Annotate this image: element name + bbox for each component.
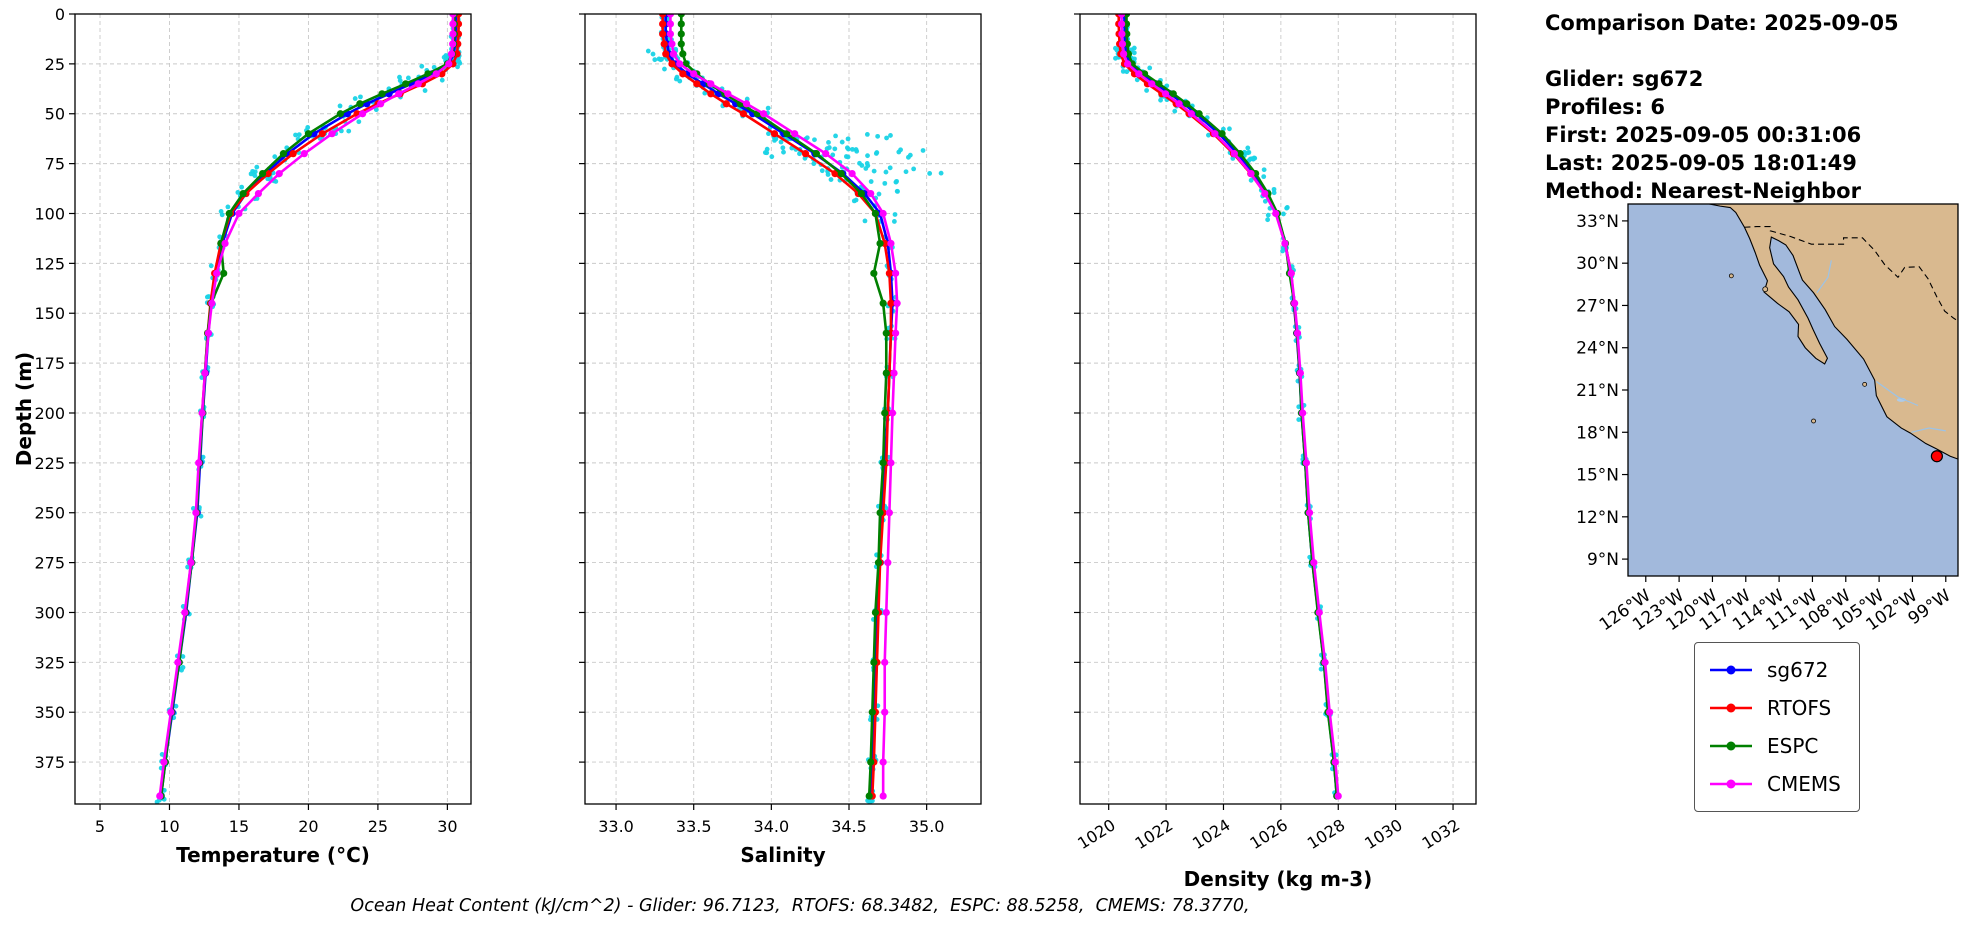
legend-item-espc: ESPC: [1707, 727, 1841, 765]
svg-text:5: 5: [95, 817, 105, 836]
svg-text:275: 275: [34, 554, 65, 573]
first-profile-time-text: First: 2025-09-05 00:31:06: [1545, 122, 1862, 147]
legend-label: ESPC: [1767, 734, 1819, 758]
comparison-info: Comparison Date: 2025-09-05 Glider: sg67…: [1545, 10, 1899, 206]
svg-text:15: 15: [229, 817, 249, 836]
method-text: Method: Nearest-Neighbor: [1545, 178, 1861, 203]
svg-text:21°N: 21°N: [1576, 381, 1619, 401]
last-profile-time-text: Last: 2025-09-05 18:01:49: [1545, 150, 1857, 175]
svg-text:27°N: 27°N: [1576, 296, 1619, 316]
svg-text:1032: 1032: [1419, 815, 1464, 853]
profiles-count-text: Profiles: 6: [1545, 94, 1666, 119]
svg-text:350: 350: [34, 703, 65, 722]
legend-item-rtofs: RTOFS: [1707, 689, 1841, 727]
legend-label: RTOFS: [1767, 696, 1832, 720]
svg-text:300: 300: [34, 603, 65, 622]
location-map: 33°N30°N27°N24°N21°N18°N15°N12°N9°N126°W…: [1576, 203, 1959, 635]
svg-text:250: 250: [34, 504, 65, 523]
legend-sample-line: [1710, 741, 1752, 751]
svg-text:Temperature (°C): Temperature (°C): [176, 843, 370, 867]
svg-text:50: 50: [45, 105, 65, 124]
svg-text:20: 20: [298, 817, 318, 836]
salinity-profile-chart: 33.0 33.5 34.0 34.5 35.0 Salinity: [579, 13, 982, 867]
svg-text:75: 75: [45, 155, 65, 174]
svg-text:1026: 1026: [1246, 815, 1291, 853]
svg-text:225: 225: [34, 454, 65, 473]
legend: sg672 RTOFS ESPC CMEMS: [1694, 642, 1860, 812]
svg-text:150: 150: [34, 304, 65, 323]
glider-name-text: Glider: sg672: [1545, 66, 1704, 91]
legend-item-sg672: sg672: [1707, 651, 1841, 689]
legend-sample-line: [1710, 703, 1752, 713]
legend-items: sg672 RTOFS ESPC CMEMS: [1707, 651, 1841, 803]
svg-text:30: 30: [437, 817, 457, 836]
svg-text:1030: 1030: [1361, 815, 1406, 853]
svg-text:1020: 1020: [1074, 815, 1119, 853]
legend-sample-line: [1710, 779, 1752, 789]
svg-text:325: 325: [34, 653, 65, 672]
temperature-profile-chart: 5 10 15 20 25 3002550751001251501752002252502…: [15, 5, 472, 867]
svg-text:1028: 1028: [1304, 815, 1349, 853]
svg-text:10: 10: [159, 817, 179, 836]
svg-text:24°N: 24°N: [1576, 339, 1619, 359]
svg-text:Salinity: Salinity: [740, 843, 825, 867]
svg-text:1022: 1022: [1132, 815, 1177, 853]
ohc-caption: Ocean Heat Content (kJ/cm^2) - Glider: 9…: [350, 896, 1250, 916]
svg-text:Depth (m): Depth (m): [15, 352, 36, 466]
svg-text:33.5: 33.5: [676, 817, 712, 836]
svg-text:125: 125: [34, 254, 65, 273]
svg-text:35.0: 35.0: [909, 817, 945, 836]
legend-item-cmems: CMEMS: [1707, 765, 1841, 803]
svg-text:25: 25: [45, 55, 65, 74]
legend-sample-line: [1710, 665, 1752, 675]
svg-text:175: 175: [34, 354, 65, 373]
svg-text:100: 100: [34, 204, 65, 223]
svg-text:33°N: 33°N: [1576, 212, 1619, 232]
svg-text:30°N: 30°N: [1576, 254, 1619, 274]
svg-text:1024: 1024: [1189, 815, 1234, 853]
svg-text:25: 25: [368, 817, 388, 836]
comparison-date-text: Comparison Date: 2025-09-05: [1545, 11, 1899, 35]
svg-text:0: 0: [55, 5, 65, 24]
svg-text:200: 200: [34, 404, 65, 423]
svg-text:18°N: 18°N: [1576, 423, 1619, 443]
svg-text:34.0: 34.0: [754, 817, 790, 836]
legend-label: sg672: [1767, 658, 1829, 682]
svg-text:34.5: 34.5: [831, 817, 867, 836]
density-profile-chart: 1020 1022 1024 1026 1028 1030 1032 Density (kg …: [1074, 13, 1477, 891]
svg-text:Density (kg m-3): Density (kg m-3): [1184, 867, 1373, 891]
svg-text:15°N: 15°N: [1576, 466, 1619, 486]
svg-text:375: 375: [34, 753, 65, 772]
svg-text:9°N: 9°N: [1587, 550, 1619, 570]
svg-text:12°N: 12°N: [1576, 508, 1619, 528]
legend-label: CMEMS: [1767, 772, 1841, 796]
svg-text:33.0: 33.0: [598, 817, 634, 836]
